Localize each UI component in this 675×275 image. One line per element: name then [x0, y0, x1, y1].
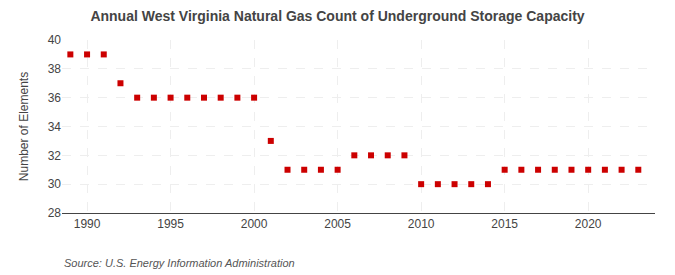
svg-text:40: 40 — [48, 33, 62, 47]
svg-text:28: 28 — [48, 206, 62, 220]
svg-text:2015: 2015 — [491, 217, 518, 231]
svg-text:2020: 2020 — [575, 217, 602, 231]
svg-text:Annual West Virginia Natural G: Annual West Virginia Natural Gas Count o… — [90, 8, 584, 24]
svg-text:2005: 2005 — [324, 217, 351, 231]
svg-text:1995: 1995 — [157, 217, 184, 231]
svg-text:30: 30 — [48, 177, 62, 191]
svg-text:1990: 1990 — [74, 217, 101, 231]
svg-text:32: 32 — [48, 149, 62, 163]
svg-text:38: 38 — [48, 62, 62, 76]
svg-text:34: 34 — [48, 120, 62, 134]
svg-text:36: 36 — [48, 91, 62, 105]
svg-text:2000: 2000 — [241, 217, 268, 231]
svg-text:2010: 2010 — [408, 217, 435, 231]
svg-text:Source: U.S. Energy Informatio: Source: U.S. Energy Information Administ… — [64, 257, 295, 269]
svg-text:Number of Elements: Number of Elements — [17, 72, 31, 181]
